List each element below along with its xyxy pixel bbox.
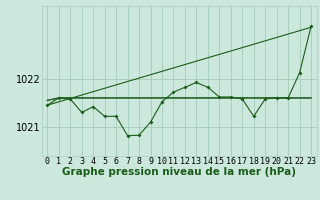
X-axis label: Graphe pression niveau de la mer (hPa): Graphe pression niveau de la mer (hPa) (62, 167, 296, 177)
